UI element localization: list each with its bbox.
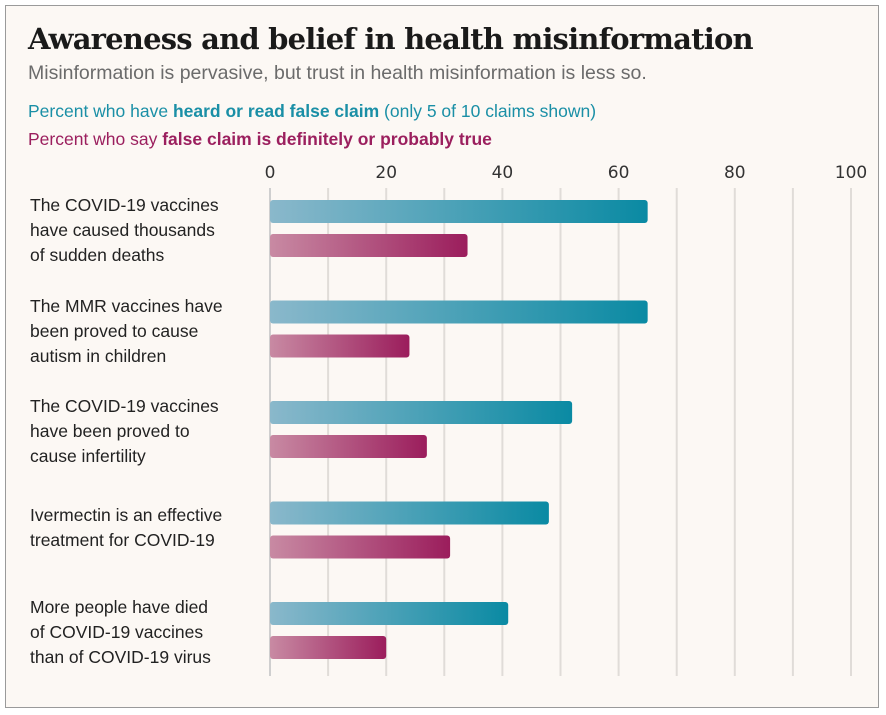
legend-heard-prefix: Percent who have: [28, 101, 173, 121]
category-label-line: than of COVID-19 virus: [30, 647, 211, 667]
legend-heard-bold: heard or read false claim: [172, 101, 380, 121]
category-label-line: autism in children: [30, 345, 167, 366]
bar-believe-5: [270, 636, 387, 659]
bar-believe-3: [270, 435, 427, 458]
category-label-line: More people have died: [30, 597, 209, 617]
category-label-line: treatment for COVID-19: [30, 530, 215, 550]
category-label-line: have been proved to: [30, 421, 190, 441]
category-label-line: The COVID-19 vaccines: [30, 195, 219, 215]
chart-subtitle: Misinformation is pervasive, but trust i…: [28, 62, 647, 84]
bar-believe-2: [270, 334, 410, 358]
legend-heard-suffix: (only 5 of 10 claims shown): [379, 101, 597, 121]
bar-believe-4: [270, 535, 451, 559]
x-tick-label: 60: [608, 163, 630, 183]
legend-heard: Percent who have heard or read false cla…: [28, 101, 596, 122]
bar-heard-5: [270, 602, 509, 625]
legend-believe-bold: false claim is definitely or probably tr…: [162, 129, 492, 149]
category-label-line: The COVID-19 vaccines: [30, 396, 219, 416]
x-tick-label: 20: [375, 163, 397, 183]
x-tick-label: 40: [492, 163, 514, 183]
category-label-line: Ivermectin is an effective: [30, 505, 223, 525]
category-label: Ivermectin is an effective treatment for …: [30, 503, 262, 553]
x-tick-label: 100: [835, 163, 867, 183]
chart-title: Awareness and belief in health misinform…: [28, 22, 754, 56]
bar-believe-1: [270, 234, 468, 257]
bar-heard-1: [270, 200, 648, 223]
category-label-line: of COVID-19 vaccines: [30, 622, 204, 642]
x-tick-label: 0: [265, 163, 276, 183]
category-label: The COVID-19 vaccines have been proved to…: [30, 394, 262, 469]
category-label: The MMR vaccines have been proved to caus…: [30, 294, 262, 369]
bar-heard-4: [270, 501, 549, 525]
legend-believe: Percent who say false claim is definitel…: [28, 129, 492, 150]
category-label-line: have caused thousands: [30, 220, 215, 240]
category-label: The COVID-19 vaccines have caused thousan…: [30, 193, 262, 268]
category-label-line: The MMR vaccines have: [30, 295, 223, 316]
category-label-line: been proved to cause: [30, 320, 199, 341]
category-label-line: cause infertility: [30, 446, 146, 466]
legend-believe-prefix: Percent who say: [28, 129, 163, 149]
category-label-line: of sudden deaths: [30, 245, 165, 265]
category-label: More people have died of COVID-19 vaccine…: [30, 595, 262, 670]
chart-frame: [5, 5, 879, 708]
x-tick-label: 80: [724, 163, 746, 183]
bar-heard-2: [270, 300, 648, 324]
bar-heard-3: [270, 401, 573, 424]
